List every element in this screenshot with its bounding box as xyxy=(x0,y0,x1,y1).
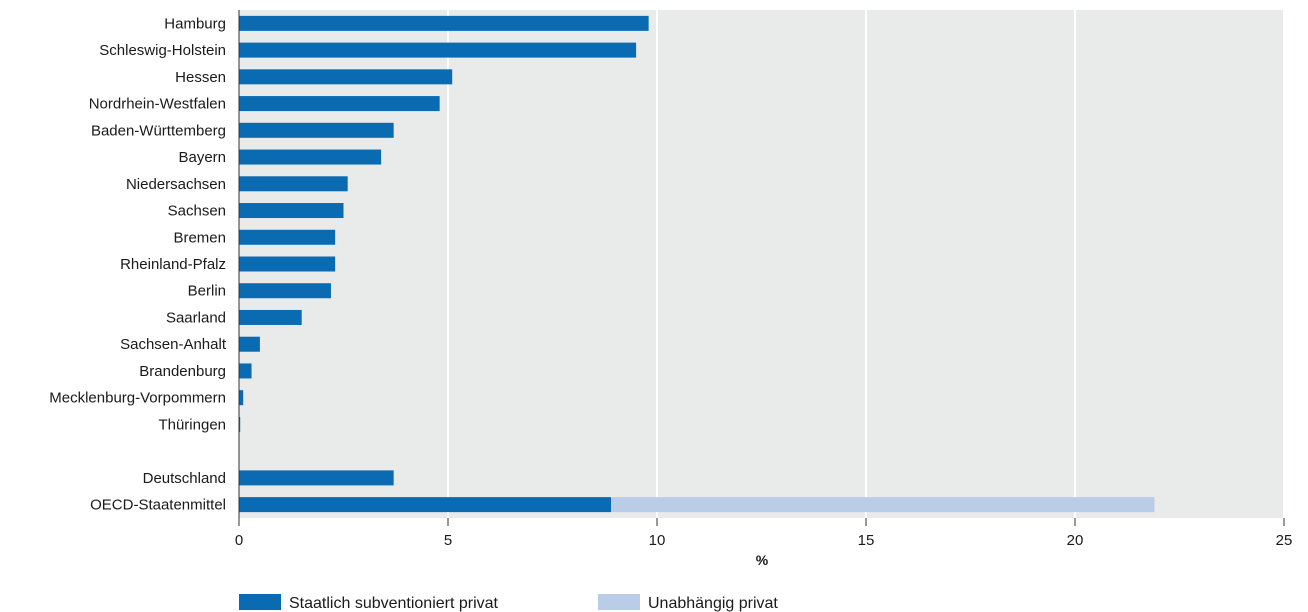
bar-subsidized xyxy=(239,149,382,165)
x-tick-label: 0 xyxy=(235,532,243,549)
category-label: Mecklenburg-Vorpommern xyxy=(49,390,226,407)
bar-subsidized xyxy=(239,122,394,138)
bar-subsidized xyxy=(239,96,440,112)
bar-subsidized xyxy=(239,390,244,406)
x-tick-label: 15 xyxy=(858,532,875,549)
category-label: Rheinland-Pfalz xyxy=(120,256,226,273)
legend: Staatlich subventioniert privat Unabhäng… xyxy=(239,594,778,612)
category-label: Hamburg xyxy=(164,15,226,32)
bar-subsidized xyxy=(239,497,612,513)
bar-subsidized xyxy=(239,229,336,245)
category-label: Deutschland xyxy=(143,470,226,487)
bar-subsidized xyxy=(239,283,331,299)
bar-subsidized xyxy=(239,203,344,219)
legend-swatch-independent xyxy=(598,594,640,610)
x-axis-title: % xyxy=(756,552,769,568)
category-label: Sachsen-Anhalt xyxy=(120,336,227,353)
bar-subsidized xyxy=(239,363,252,379)
category-label: Baden-Württemberg xyxy=(91,122,226,139)
bar-subsidized xyxy=(239,336,260,352)
bar-subsidized xyxy=(239,69,453,85)
bars xyxy=(239,15,1155,513)
category-label: Niedersachsen xyxy=(126,176,226,193)
plot-area xyxy=(239,10,1284,518)
category-label: Berlin xyxy=(188,283,226,300)
x-tick-label: 10 xyxy=(649,532,666,549)
bar-subsidized xyxy=(239,176,348,192)
category-label: Brandenburg xyxy=(139,363,226,380)
bar-subsidized xyxy=(239,256,336,272)
category-label: OECD-Staatenmittel xyxy=(90,497,226,514)
bar-subsidized xyxy=(239,15,649,31)
bar-subsidized xyxy=(239,309,302,325)
x-tick-label: 20 xyxy=(1067,532,1084,549)
category-label: Sachsen xyxy=(168,203,226,220)
category-label: Hessen xyxy=(175,69,226,86)
x-axis-ticks: 0 5 10 15 20 25 xyxy=(235,518,1293,549)
legend-swatch-subsidized xyxy=(239,594,281,610)
bar-subsidized xyxy=(239,416,241,432)
category-label: Nordrhein-Westfalen xyxy=(89,96,226,113)
x-tick-label: 5 xyxy=(444,532,452,549)
legend-label-subsidized: Staatlich subventioniert privat xyxy=(289,595,499,612)
category-label: Saarland xyxy=(166,309,226,326)
category-label: Bremen xyxy=(173,229,226,246)
x-tick-label: 25 xyxy=(1276,532,1293,549)
category-label: Thüringen xyxy=(158,416,226,433)
bar-subsidized xyxy=(239,470,394,486)
bar-independent xyxy=(611,497,1155,513)
gridlines xyxy=(447,10,1285,518)
category-label: Bayern xyxy=(178,149,226,166)
category-label: Schleswig-Holstein xyxy=(99,42,226,59)
category-labels: Hamburg Schleswig-Holstein Hessen Nordrhein… xyxy=(49,15,227,513)
legend-label-independent: Unabhängig privat xyxy=(648,595,778,612)
bar-subsidized xyxy=(239,42,637,58)
